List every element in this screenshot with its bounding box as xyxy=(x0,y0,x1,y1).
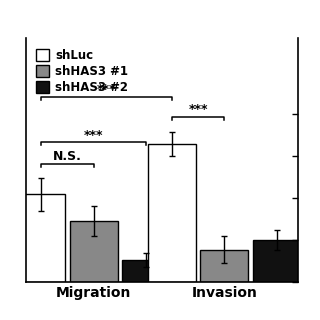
Bar xyxy=(200,250,248,282)
Bar xyxy=(122,260,170,282)
Bar xyxy=(69,221,118,282)
Legend: shLuc, shHAS3 #1, shHAS3 #2: shLuc, shHAS3 #1, shHAS3 #2 xyxy=(31,44,133,99)
Bar xyxy=(252,240,301,282)
Text: ***: *** xyxy=(188,103,208,116)
Text: N.S.: N.S. xyxy=(53,150,82,163)
Bar xyxy=(148,144,196,282)
Bar xyxy=(17,194,65,282)
Text: ***: *** xyxy=(97,83,116,96)
Text: ***: *** xyxy=(84,129,103,141)
